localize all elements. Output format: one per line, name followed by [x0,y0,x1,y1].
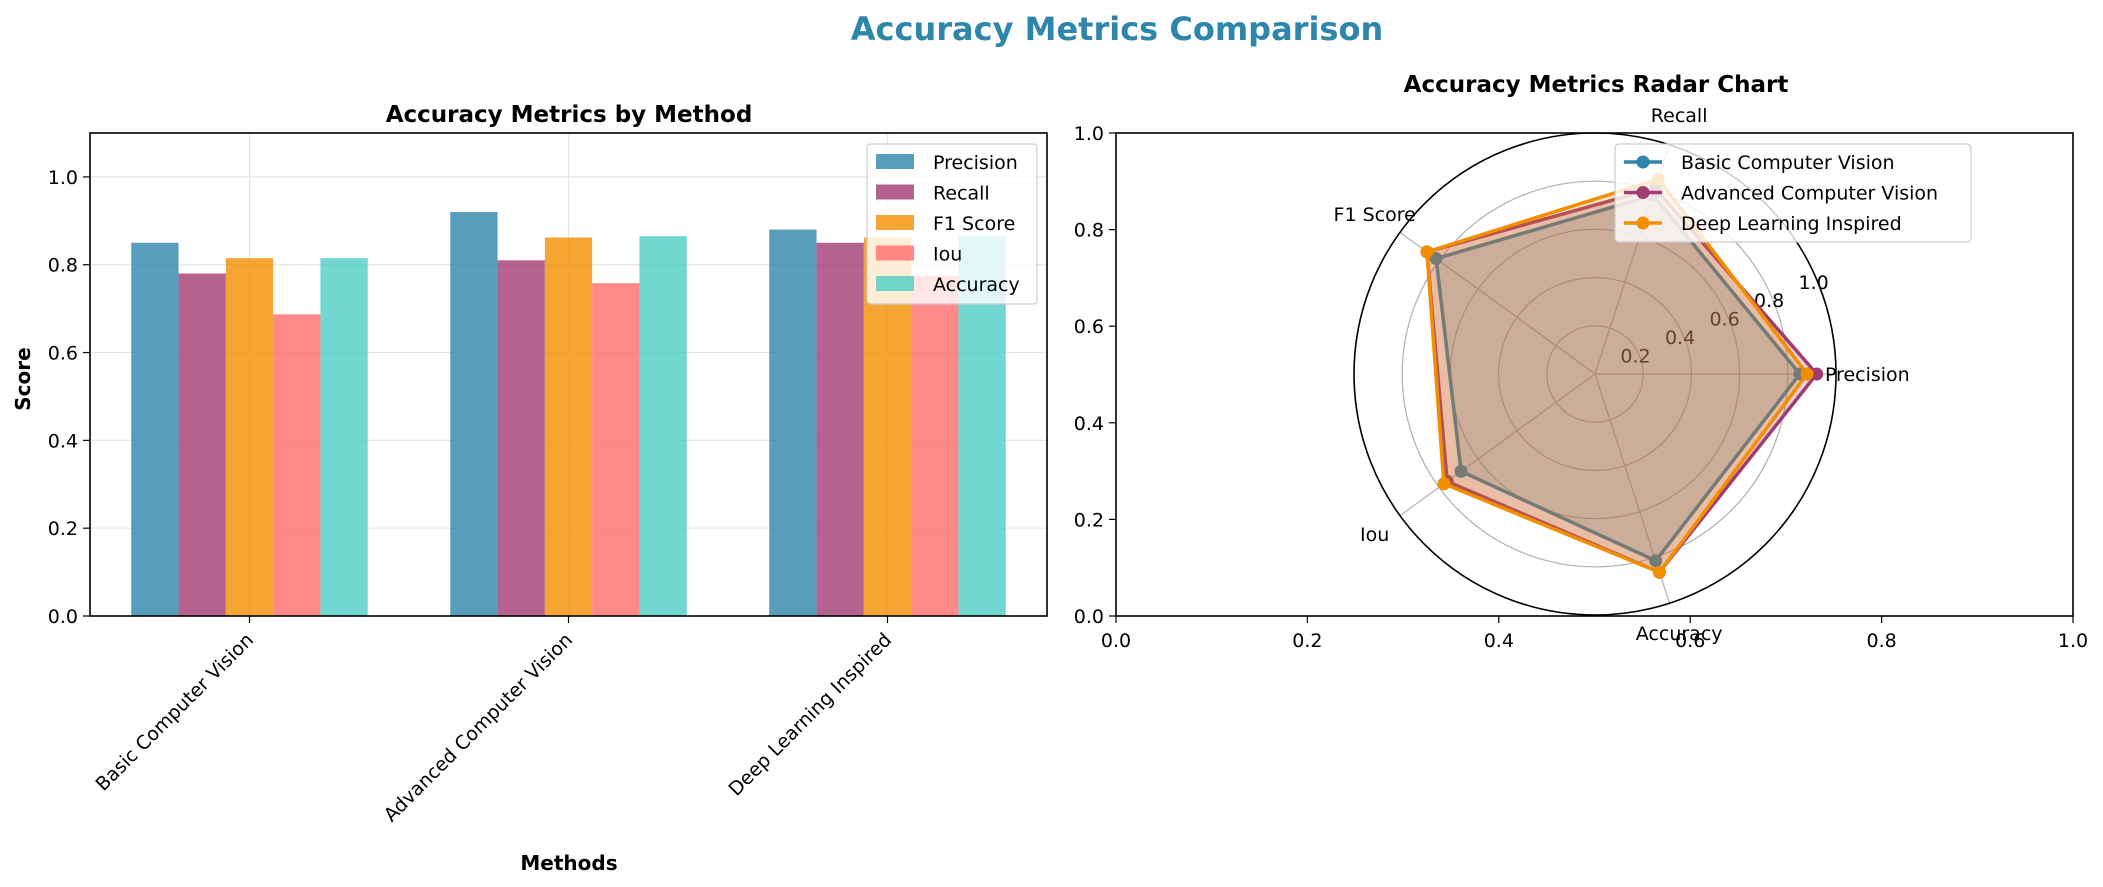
radar-axis-label: Precision [1825,364,1910,386]
radar-bg-x-tick-label: 0.6 [1675,630,1705,652]
bar-legend-swatch [876,184,914,200]
radar-axis-label: Accuracy [1636,623,1723,645]
radar-bg-y-tick-label: 1.0 [1074,123,1104,145]
radar-point-basic-computer-vision [1649,554,1663,568]
radar-area-advanced-computer-vision [1426,188,1817,573]
radar-bg-y-tick-label: 0.2 [1074,509,1104,531]
radar-legend-label: Basic Computer Vision [1681,152,1895,174]
radar-bg-y-tick-label: 0.0 [1074,606,1104,628]
radar-area-basic-computer-vision [1436,195,1800,561]
bar-legend-label: F1 Score [933,213,1015,235]
bar-legend-label: Accuracy [933,274,1020,296]
radar-point-basic-computer-vision [1429,252,1443,266]
radar-bg-x-tick-label: 0.2 [1292,630,1322,652]
bar-chart-y-axis-label: Score [11,347,35,410]
bar-legend-swatch [876,245,914,261]
radar-point-deep-learning-inspired [1420,245,1434,259]
radar-point-deep-learning-inspired [1652,565,1666,579]
radar-legend-marker [1636,216,1650,230]
bar-recall [178,273,226,616]
bar-y-tick-label: 0.2 [48,518,78,540]
radar-point-deep-learning-inspired [1800,367,1814,381]
radar-r-tick-label: 0.6 [1709,309,1739,331]
bar-x-tick-label: Deep Learning Inspired [724,629,896,801]
bar-legend-swatch [876,215,914,230]
bar-chart-title: Accuracy Metrics by Method [386,102,753,128]
bar-y-tick-label: 0.6 [48,343,78,365]
radar-point-deep-learning-inspired [1437,477,1451,491]
radar-r-tick-label: 1.0 [1799,272,1829,294]
bar-f1-score [544,237,593,616]
radar-legend-box [1614,143,1972,243]
radar-chart: 0.0 0.2 0.4 0.6 0.8 1.0 0.0 0.2 0.4 0.6 0.8 1.0 0.2 0… [1074,105,2088,652]
bar-legend-label: Precision [933,152,1018,174]
radar-spoke [1399,373,1596,517]
bar-precision [131,242,179,617]
bar-y-tick-label: 0.0 [48,606,78,628]
radar-legend-marker [1636,155,1650,169]
radar-chart-title: Accuracy Metrics Radar Chart [1404,72,1789,98]
radar-legend-label: Advanced Computer Vision [1681,183,1938,205]
radar-bg-y-tick-label: 0.6 [1074,316,1104,338]
radar-point-basic-computer-vision [1454,464,1468,478]
radar-axis-label: F1 Score [1334,204,1416,226]
bar-chart: 0.0 0.2 0.4 0.6 0.8 1.0 Basic Computer Vision A… [48,132,1048,826]
bar-x-tick-label: Basic Computer Vision [91,629,258,796]
bar-f1-score [225,258,274,616]
bar-accuracy [320,258,368,616]
radar-axis-label: Recall [1651,105,1708,127]
bar-legend-swatch [876,154,914,169]
radar-bg-x-tick-label: 0.4 [1484,630,1514,652]
bar-x-tick-label: Advanced Computer Vision [380,629,577,826]
bar-legend-box [866,143,1038,305]
bar-iou [911,275,959,616]
bar-legend-label: Iou [933,244,962,266]
bar-y-tick-label: 1.0 [48,167,78,189]
bar-legend-swatch [876,276,914,291]
radar-r-tick-label: 0.8 [1754,290,1784,312]
radar-legend-label: Deep Learning Inspired [1681,213,1902,235]
bar-legend-label: Recall [933,183,990,205]
bar-iou [273,314,321,616]
bar-precision [450,212,498,616]
radar-axis-label: Iou [1360,524,1389,546]
bar-recall [497,260,545,616]
bar-plot-frame [89,132,1048,617]
bar-y-tick-label: 0.4 [48,430,78,452]
bar-recall [816,242,864,617]
radar-bg-x-tick-label: 0.0 [1101,630,1131,652]
radar-bg-y-tick-label: 0.4 [1074,413,1104,435]
bar-accuracy [639,236,687,616]
radar-outer-ring [1353,132,1837,616]
radar-r-tick-label: 0.4 [1665,327,1695,349]
bar-chart-x-axis-label: Methods [520,851,617,875]
figure-title: Accuracy Metrics Comparison [851,10,1383,48]
radar-bg-y-tick-label: 0.8 [1074,220,1104,242]
radar-area-deep-learning-inspired [1426,179,1808,573]
radar-point-advanced-computer-vision [1810,367,1824,381]
bar-precision [769,229,817,616]
bar-iou [592,283,640,616]
radar-bg-x-tick-label: 0.8 [1866,630,1896,652]
radar-bg-x-tick-label: 1.0 [2058,630,2088,652]
radar-legend-marker [1636,186,1650,199]
radar-r-tick-label: 0.2 [1620,346,1650,368]
bar-y-tick-label: 0.8 [48,255,78,277]
